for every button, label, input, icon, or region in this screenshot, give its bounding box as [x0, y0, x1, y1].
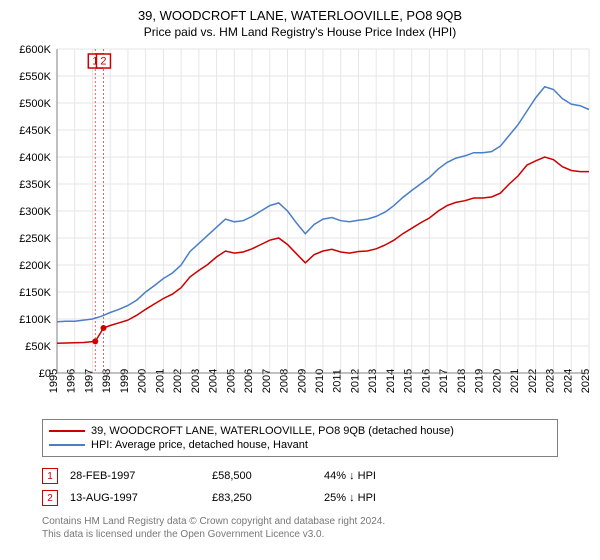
svg-text:2025: 2025 — [580, 369, 592, 393]
svg-text:2019: 2019 — [474, 369, 486, 393]
sale-delta: 44% ↓ HPI — [324, 470, 444, 482]
svg-text:£600K: £600K — [19, 44, 51, 56]
svg-text:£350K: £350K — [19, 179, 51, 191]
svg-text:2: 2 — [100, 55, 106, 67]
attribution: Contains HM Land Registry data © Crown c… — [42, 515, 558, 541]
attribution-line: Contains HM Land Registry data © Crown c… — [42, 515, 558, 528]
svg-text:£400K: £400K — [19, 152, 51, 164]
legend-swatch — [49, 444, 85, 446]
legend-label: 39, WOODCROFT LANE, WATERLOOVILLE, PO8 9… — [91, 425, 454, 437]
svg-text:2010: 2010 — [314, 369, 326, 393]
svg-text:2007: 2007 — [261, 369, 273, 393]
sales-table: 1 28-FEB-1997 £58,500 44% ↓ HPI 2 13-AUG-1997… — [42, 465, 558, 509]
sale-price: £83,250 — [212, 492, 312, 504]
sale-marker-badge: 1 — [42, 468, 58, 484]
legend-swatch — [49, 430, 85, 432]
svg-text:1995: 1995 — [48, 369, 60, 393]
svg-text:2018: 2018 — [456, 369, 468, 393]
svg-text:2016: 2016 — [420, 369, 432, 393]
svg-text:£50K: £50K — [25, 341, 51, 353]
svg-text:2013: 2013 — [367, 369, 379, 393]
svg-text:2020: 2020 — [491, 369, 503, 393]
svg-text:2003: 2003 — [190, 369, 202, 393]
svg-text:£450K: £450K — [19, 125, 51, 137]
sale-row: 1 28-FEB-1997 £58,500 44% ↓ HPI — [42, 465, 558, 487]
page-subtitle: Price paid vs. HM Land Registry's House … — [0, 23, 600, 43]
svg-text:2004: 2004 — [208, 369, 220, 393]
svg-text:2024: 2024 — [562, 369, 574, 393]
svg-text:1997: 1997 — [83, 369, 95, 393]
svg-text:2015: 2015 — [403, 369, 415, 393]
svg-text:2006: 2006 — [243, 369, 255, 393]
legend-item: 39, WOODCROFT LANE, WATERLOOVILLE, PO8 9… — [49, 424, 551, 438]
sale-marker-badge: 2 — [42, 490, 58, 506]
svg-text:£300K: £300K — [19, 206, 51, 218]
svg-text:£150K: £150K — [19, 287, 51, 299]
svg-text:2021: 2021 — [509, 369, 521, 393]
sale-date: 28-FEB-1997 — [70, 470, 200, 482]
svg-text:£500K: £500K — [19, 98, 51, 110]
svg-text:2023: 2023 — [545, 369, 557, 393]
legend-item: HPI: Average price, detached house, Hava… — [49, 438, 551, 452]
svg-text:1999: 1999 — [119, 369, 131, 393]
sale-delta: 25% ↓ HPI — [324, 492, 444, 504]
svg-text:2012: 2012 — [349, 369, 361, 393]
page-title: 39, WOODCROFT LANE, WATERLOOVILLE, PO8 9… — [0, 0, 600, 23]
svg-text:1996: 1996 — [66, 369, 78, 393]
svg-text:£250K: £250K — [19, 233, 51, 245]
svg-text:2001: 2001 — [154, 369, 166, 393]
svg-text:£550K: £550K — [19, 71, 51, 83]
svg-text:£200K: £200K — [19, 260, 51, 272]
sale-row: 2 13-AUG-1997 £83,250 25% ↓ HPI — [42, 487, 558, 509]
svg-text:2008: 2008 — [279, 369, 291, 393]
svg-text:2022: 2022 — [527, 369, 539, 393]
price-chart: £0£50K£100K£150K£200K£250K£300K£350K£400… — [5, 43, 595, 413]
svg-text:2017: 2017 — [438, 369, 450, 393]
svg-text:1998: 1998 — [101, 369, 113, 393]
svg-text:2014: 2014 — [385, 369, 397, 393]
attribution-line: This data is licensed under the Open Gov… — [42, 528, 558, 541]
sale-date: 13-AUG-1997 — [70, 492, 200, 504]
sale-price: £58,500 — [212, 470, 312, 482]
legend-label: HPI: Average price, detached house, Hava… — [91, 439, 308, 451]
svg-text:2005: 2005 — [225, 369, 237, 393]
svg-text:£100K: £100K — [19, 314, 51, 326]
svg-text:2000: 2000 — [137, 369, 149, 393]
svg-text:2002: 2002 — [172, 369, 184, 393]
svg-text:2009: 2009 — [296, 369, 308, 393]
legend: 39, WOODCROFT LANE, WATERLOOVILLE, PO8 9… — [42, 419, 558, 457]
